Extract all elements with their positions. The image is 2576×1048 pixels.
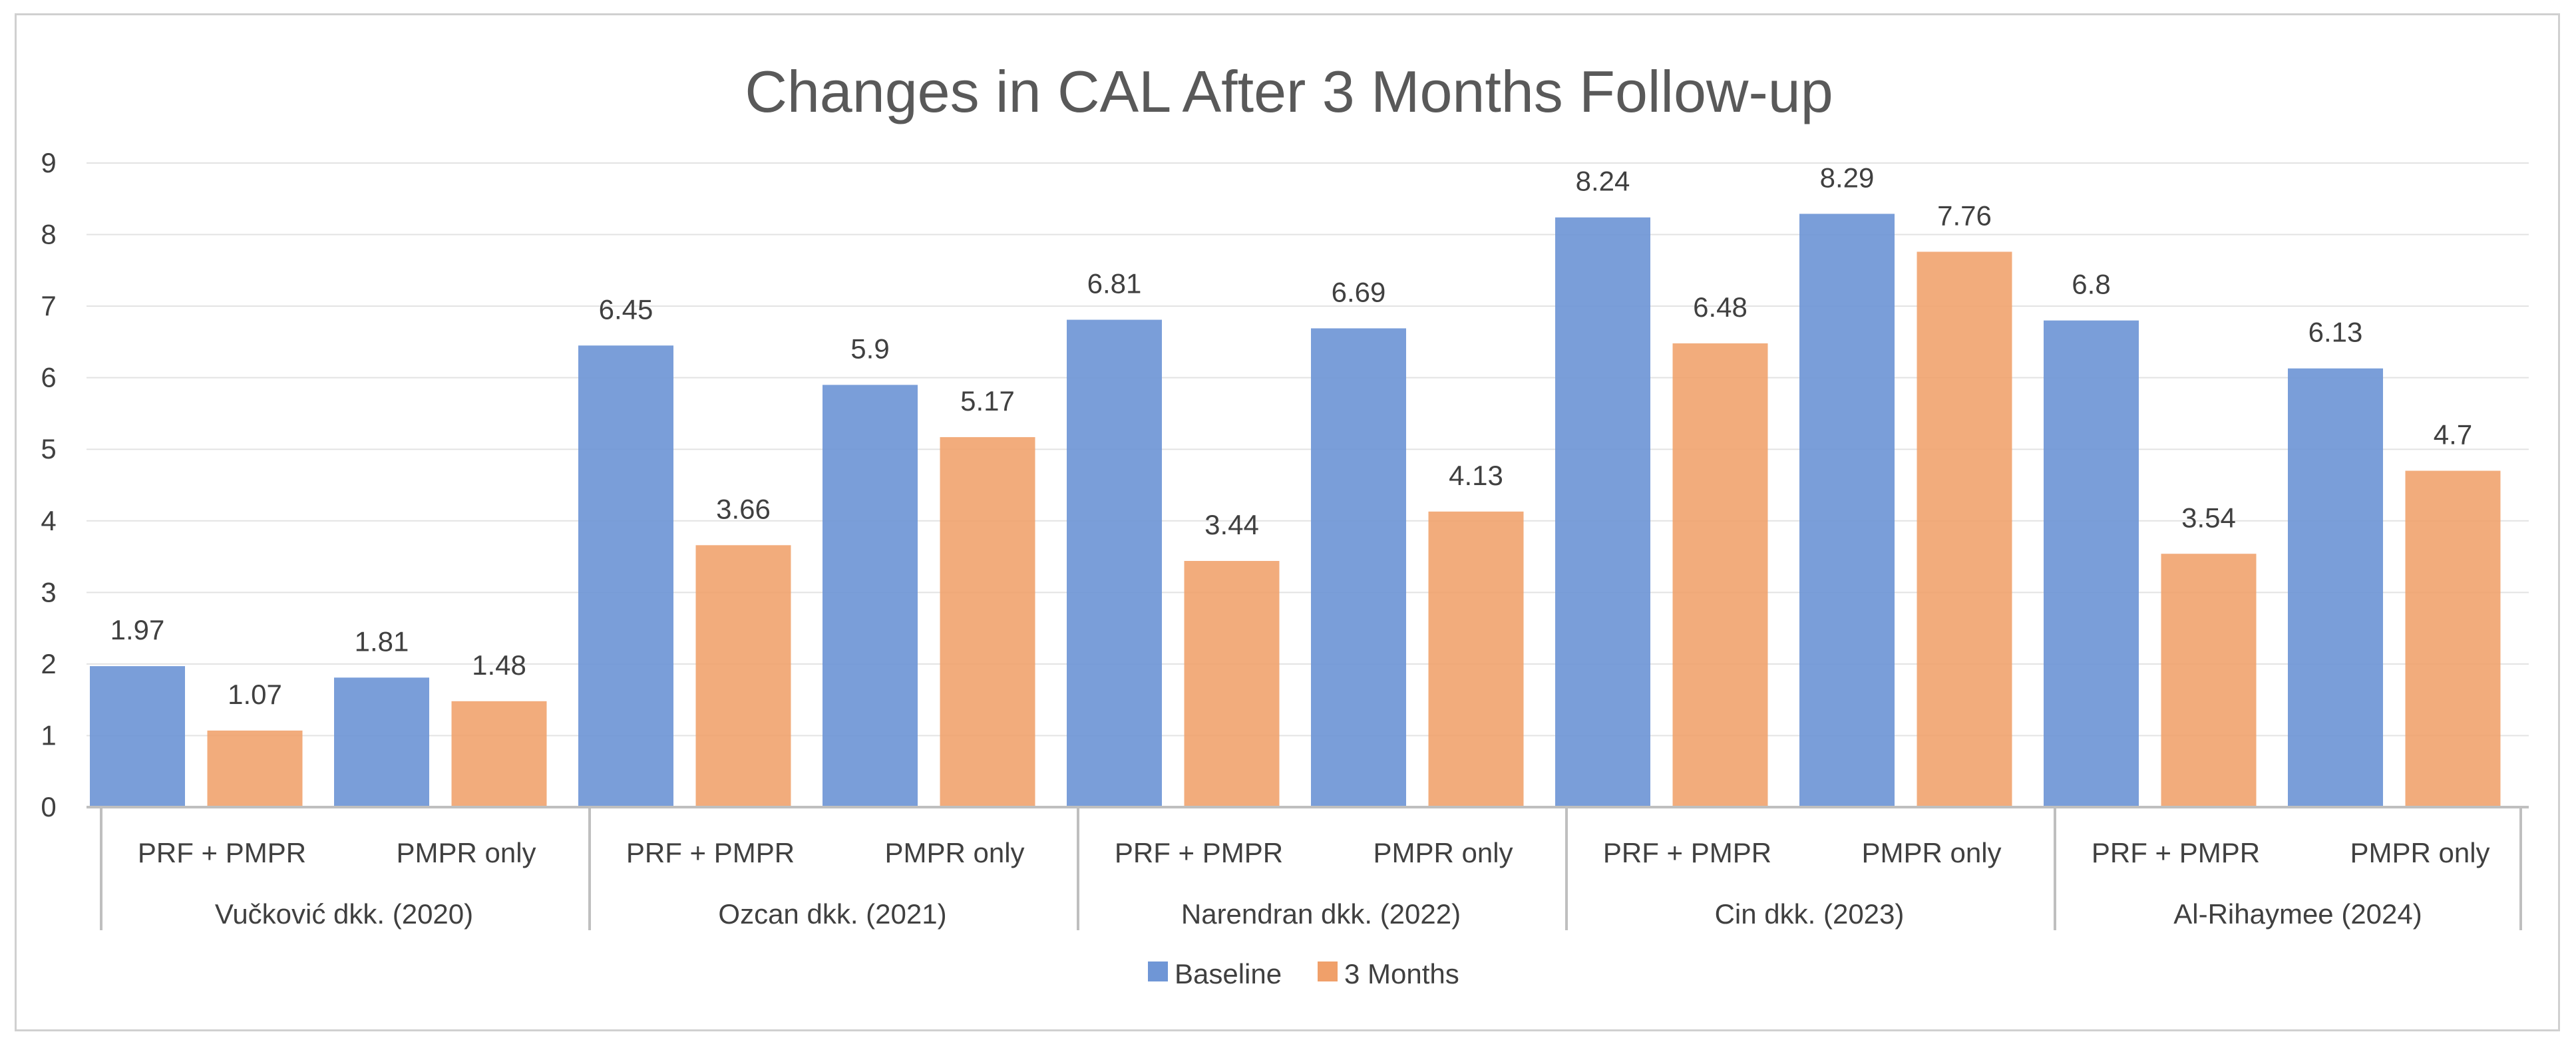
y-tick-label: 7 [41,290,56,321]
y-tick-label: 1 [41,719,56,751]
data-label-baseline: 6.13 [2308,317,2363,348]
data-label-3-months: 1.48 [472,649,526,681]
bar-baseline [1799,214,1895,807]
category-label: PRF + PMPR [1115,837,1283,868]
data-label-3-months: 3.44 [1204,509,1259,540]
legend: Baseline 3 Months [1148,958,1459,989]
data-label-3-months: 4.13 [1449,460,1503,491]
category-label: PMPR only [1373,837,1513,868]
group-label: Vučković dkk. (2020) [215,898,473,930]
data-label-baseline: 6.81 [1087,268,1142,299]
y-tick-label: 9 [41,147,56,178]
bar-baseline [1555,217,1650,808]
category-label: PRF + PMPR [1603,837,1771,868]
bar-baseline [2044,320,2139,808]
bar-baseline [2288,368,2383,807]
bar-3-months [1428,511,1524,807]
category-label: PRF + PMPR [626,837,795,868]
category-label: PRF + PMPR [2092,837,2260,868]
bar-baseline [90,666,185,807]
data-label-baseline: 8.29 [1820,162,1875,193]
chart-title: Changes in CAL After 3 Months Follow-up [745,59,1833,124]
group-label: Cin dkk. (2023) [1715,898,1905,930]
category-label: PMPR only [1861,837,2001,868]
data-label-baseline: 8.24 [1576,166,1630,197]
data-label-baseline: 6.69 [1332,276,1386,307]
bar-3-months [2161,554,2257,807]
legend-label-baseline: Baseline [1175,958,1282,989]
bar-baseline [334,677,429,807]
bar-3-months [940,437,1035,807]
y-tick-label: 8 [41,219,56,250]
gridlines [87,162,2529,737]
y-tick-label: 5 [41,433,56,464]
bar-3-months [2405,470,2501,807]
category-label: PMPR only [2350,837,2489,868]
data-label-baseline: 1.81 [355,625,409,657]
y-tick-label: 4 [41,505,56,536]
data-label-3-months: 6.48 [1693,291,1748,323]
data-label-3-months: 3.54 [2181,502,2236,533]
legend-label-3-months: 3 Months [1344,958,1459,989]
bar-baseline [1311,328,1406,807]
x-axis: PRF + PMPR PMPR only Vučković dkk. (2020) P… [87,806,2529,930]
data-label-3-months: 1.07 [228,679,282,710]
data-label-baseline: 1.97 [110,614,165,645]
bar-3-months [451,701,547,807]
y-axis-ticks: 0 1 2 3 4 5 6 7 8 9 [41,147,56,822]
bars [90,214,2501,808]
bar-3-months [1672,343,1768,807]
legend-swatch-3-months [1318,961,1338,981]
data-label-baseline: 6.45 [599,293,653,325]
data-label-baseline: 6.8 [2072,269,2110,300]
chart-frame: Changes in CAL After 3 Months Follow-up … [15,13,2560,1031]
group-label: Narendran dkk. (2022) [1181,898,1461,930]
chart-svg: Changes in CAL After 3 Months Follow-up … [41,59,2529,989]
data-label-3-months: 7.76 [1937,200,1992,231]
data-label-3-months: 4.7 [2434,419,2472,450]
bar-baseline [823,385,918,807]
group-label: Ozcan dkk. (2021) [718,898,946,930]
data-label-3-months: 5.17 [960,385,1015,417]
y-tick-label: 3 [41,576,56,608]
data-label-baseline: 5.9 [850,333,889,364]
y-tick-label: 0 [41,791,56,822]
group-label: Al-Rihaymee (2024) [2173,898,2422,930]
bar-baseline [1067,319,1162,808]
category-label: PMPR only [884,837,1024,868]
category-label: PRF + PMPR [138,837,306,868]
data-labels: 1.97 1.07 1.81 1.48 6.45 3.66 5.9 5.17 6.81 3.44 6… [110,162,2473,710]
y-tick-label: 2 [41,648,56,679]
data-label-3-months: 3.66 [716,493,771,524]
bar-3-months [695,545,791,807]
y-tick-label: 6 [41,362,56,393]
bar-3-months [1917,252,2012,807]
bar-3-months [1184,561,1280,807]
legend-swatch-baseline [1148,961,1168,981]
bar-3-months [207,730,303,807]
bar-baseline [578,345,673,807]
category-label: PMPR only [396,837,536,868]
